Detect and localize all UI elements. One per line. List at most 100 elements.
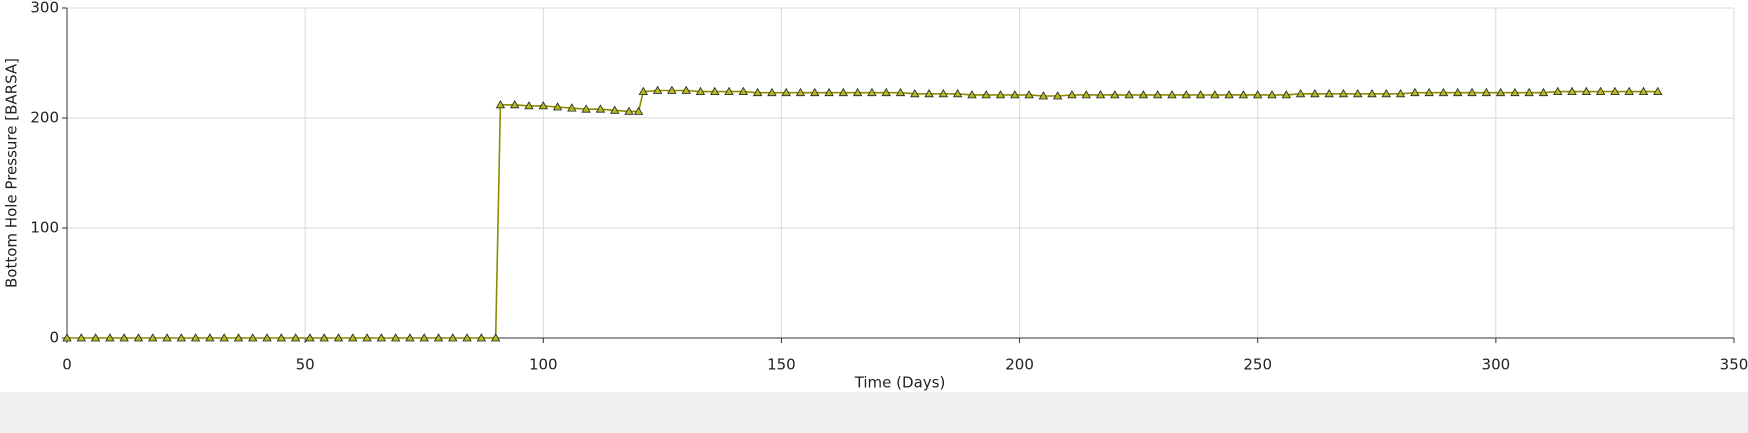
data-point [1324, 88, 1334, 98]
data-point [362, 333, 372, 342]
y-axis-label: Bottom Hole Pressure [BARSA] [3, 58, 21, 288]
x-tick-label: 200 [1005, 356, 1034, 374]
data-point [552, 102, 563, 111]
data-point [333, 333, 344, 342]
data-point [290, 333, 301, 342]
data-point [1295, 88, 1306, 98]
data-point [1238, 90, 1249, 99]
data-point [476, 333, 487, 342]
data-point [90, 333, 101, 342]
data-point [767, 87, 777, 97]
data-point [838, 87, 849, 97]
data-point [1081, 90, 1091, 99]
data-point [1367, 88, 1377, 98]
data-point [1310, 88, 1320, 98]
data-point [276, 333, 287, 342]
data-point [1553, 86, 1563, 95]
data-point [952, 88, 963, 98]
data-point [1610, 86, 1620, 95]
data-point [1024, 90, 1034, 99]
x-tick-label: 350 [1720, 356, 1748, 374]
data-point [967, 90, 977, 99]
data-point [924, 88, 934, 98]
y-tick-label: 100 [30, 219, 59, 237]
data-point [510, 99, 520, 109]
data-point [738, 86, 749, 95]
data-point [390, 333, 401, 342]
data-point [895, 87, 906, 97]
data-point [1281, 90, 1291, 99]
data-point [1010, 90, 1020, 99]
data-point [1453, 87, 1463, 97]
data-point [795, 87, 806, 97]
data-point [1253, 90, 1263, 99]
data-point [995, 90, 1006, 99]
data-point [1195, 90, 1206, 99]
data-point [1438, 87, 1449, 97]
data-point [1581, 86, 1592, 95]
x-tick-label: 300 [1482, 356, 1511, 374]
data-point [262, 333, 272, 342]
data-point [1110, 90, 1120, 99]
data-point [867, 87, 877, 97]
data-point [1595, 86, 1606, 95]
data-point [910, 88, 920, 98]
data-point [538, 101, 548, 110]
data-point [881, 87, 891, 97]
data-point [433, 333, 444, 342]
data-point [695, 86, 706, 95]
data-point [105, 333, 115, 342]
data-point [1624, 86, 1634, 95]
data-point [652, 85, 663, 94]
data-point [810, 87, 820, 97]
data-point [567, 103, 577, 112]
data-point [1353, 88, 1363, 98]
data-point [1210, 90, 1220, 99]
data-point [1424, 87, 1434, 97]
data-point [581, 104, 591, 113]
data-point [1167, 90, 1177, 99]
data-point [405, 333, 415, 342]
data-point [1567, 86, 1577, 95]
data-point [595, 104, 606, 113]
data-point [1067, 90, 1077, 99]
data-point [610, 105, 620, 114]
data-point [852, 87, 863, 97]
data-point [981, 90, 991, 99]
y-tick-label: 300 [30, 0, 59, 17]
chart: Time (Days) Bottom Hole Pressure [BARSA]… [0, 0, 1748, 392]
data-point [681, 85, 691, 94]
data-point [1481, 87, 1492, 97]
x-tick-label: 50 [296, 356, 315, 374]
data-point [1267, 90, 1277, 99]
data-point [1124, 90, 1134, 99]
data-point [76, 333, 86, 342]
data-point [305, 333, 315, 342]
x-axis-label: Time (Days) [854, 374, 946, 392]
data-point [638, 86, 648, 95]
data-point [248, 333, 258, 342]
data-point [1638, 86, 1649, 95]
data-point [1538, 87, 1549, 97]
data-point [781, 87, 791, 97]
data-point [1495, 87, 1506, 97]
data-point [1224, 90, 1234, 99]
data-point [667, 85, 677, 94]
data-point [938, 88, 949, 98]
data-point [462, 333, 472, 342]
data-point [448, 333, 458, 342]
data-point [176, 333, 186, 342]
data-point [1510, 87, 1520, 97]
x-tick-label: 250 [1243, 356, 1272, 374]
data-point [524, 101, 534, 110]
data-point [633, 106, 644, 115]
data-point [1467, 87, 1477, 97]
data-point [62, 333, 72, 342]
data-point [348, 333, 358, 342]
data-point [1338, 88, 1349, 98]
x-tick-label: 0 [62, 356, 72, 374]
data-point [1653, 86, 1663, 95]
data-point [1381, 88, 1391, 98]
data-point [1410, 87, 1420, 97]
